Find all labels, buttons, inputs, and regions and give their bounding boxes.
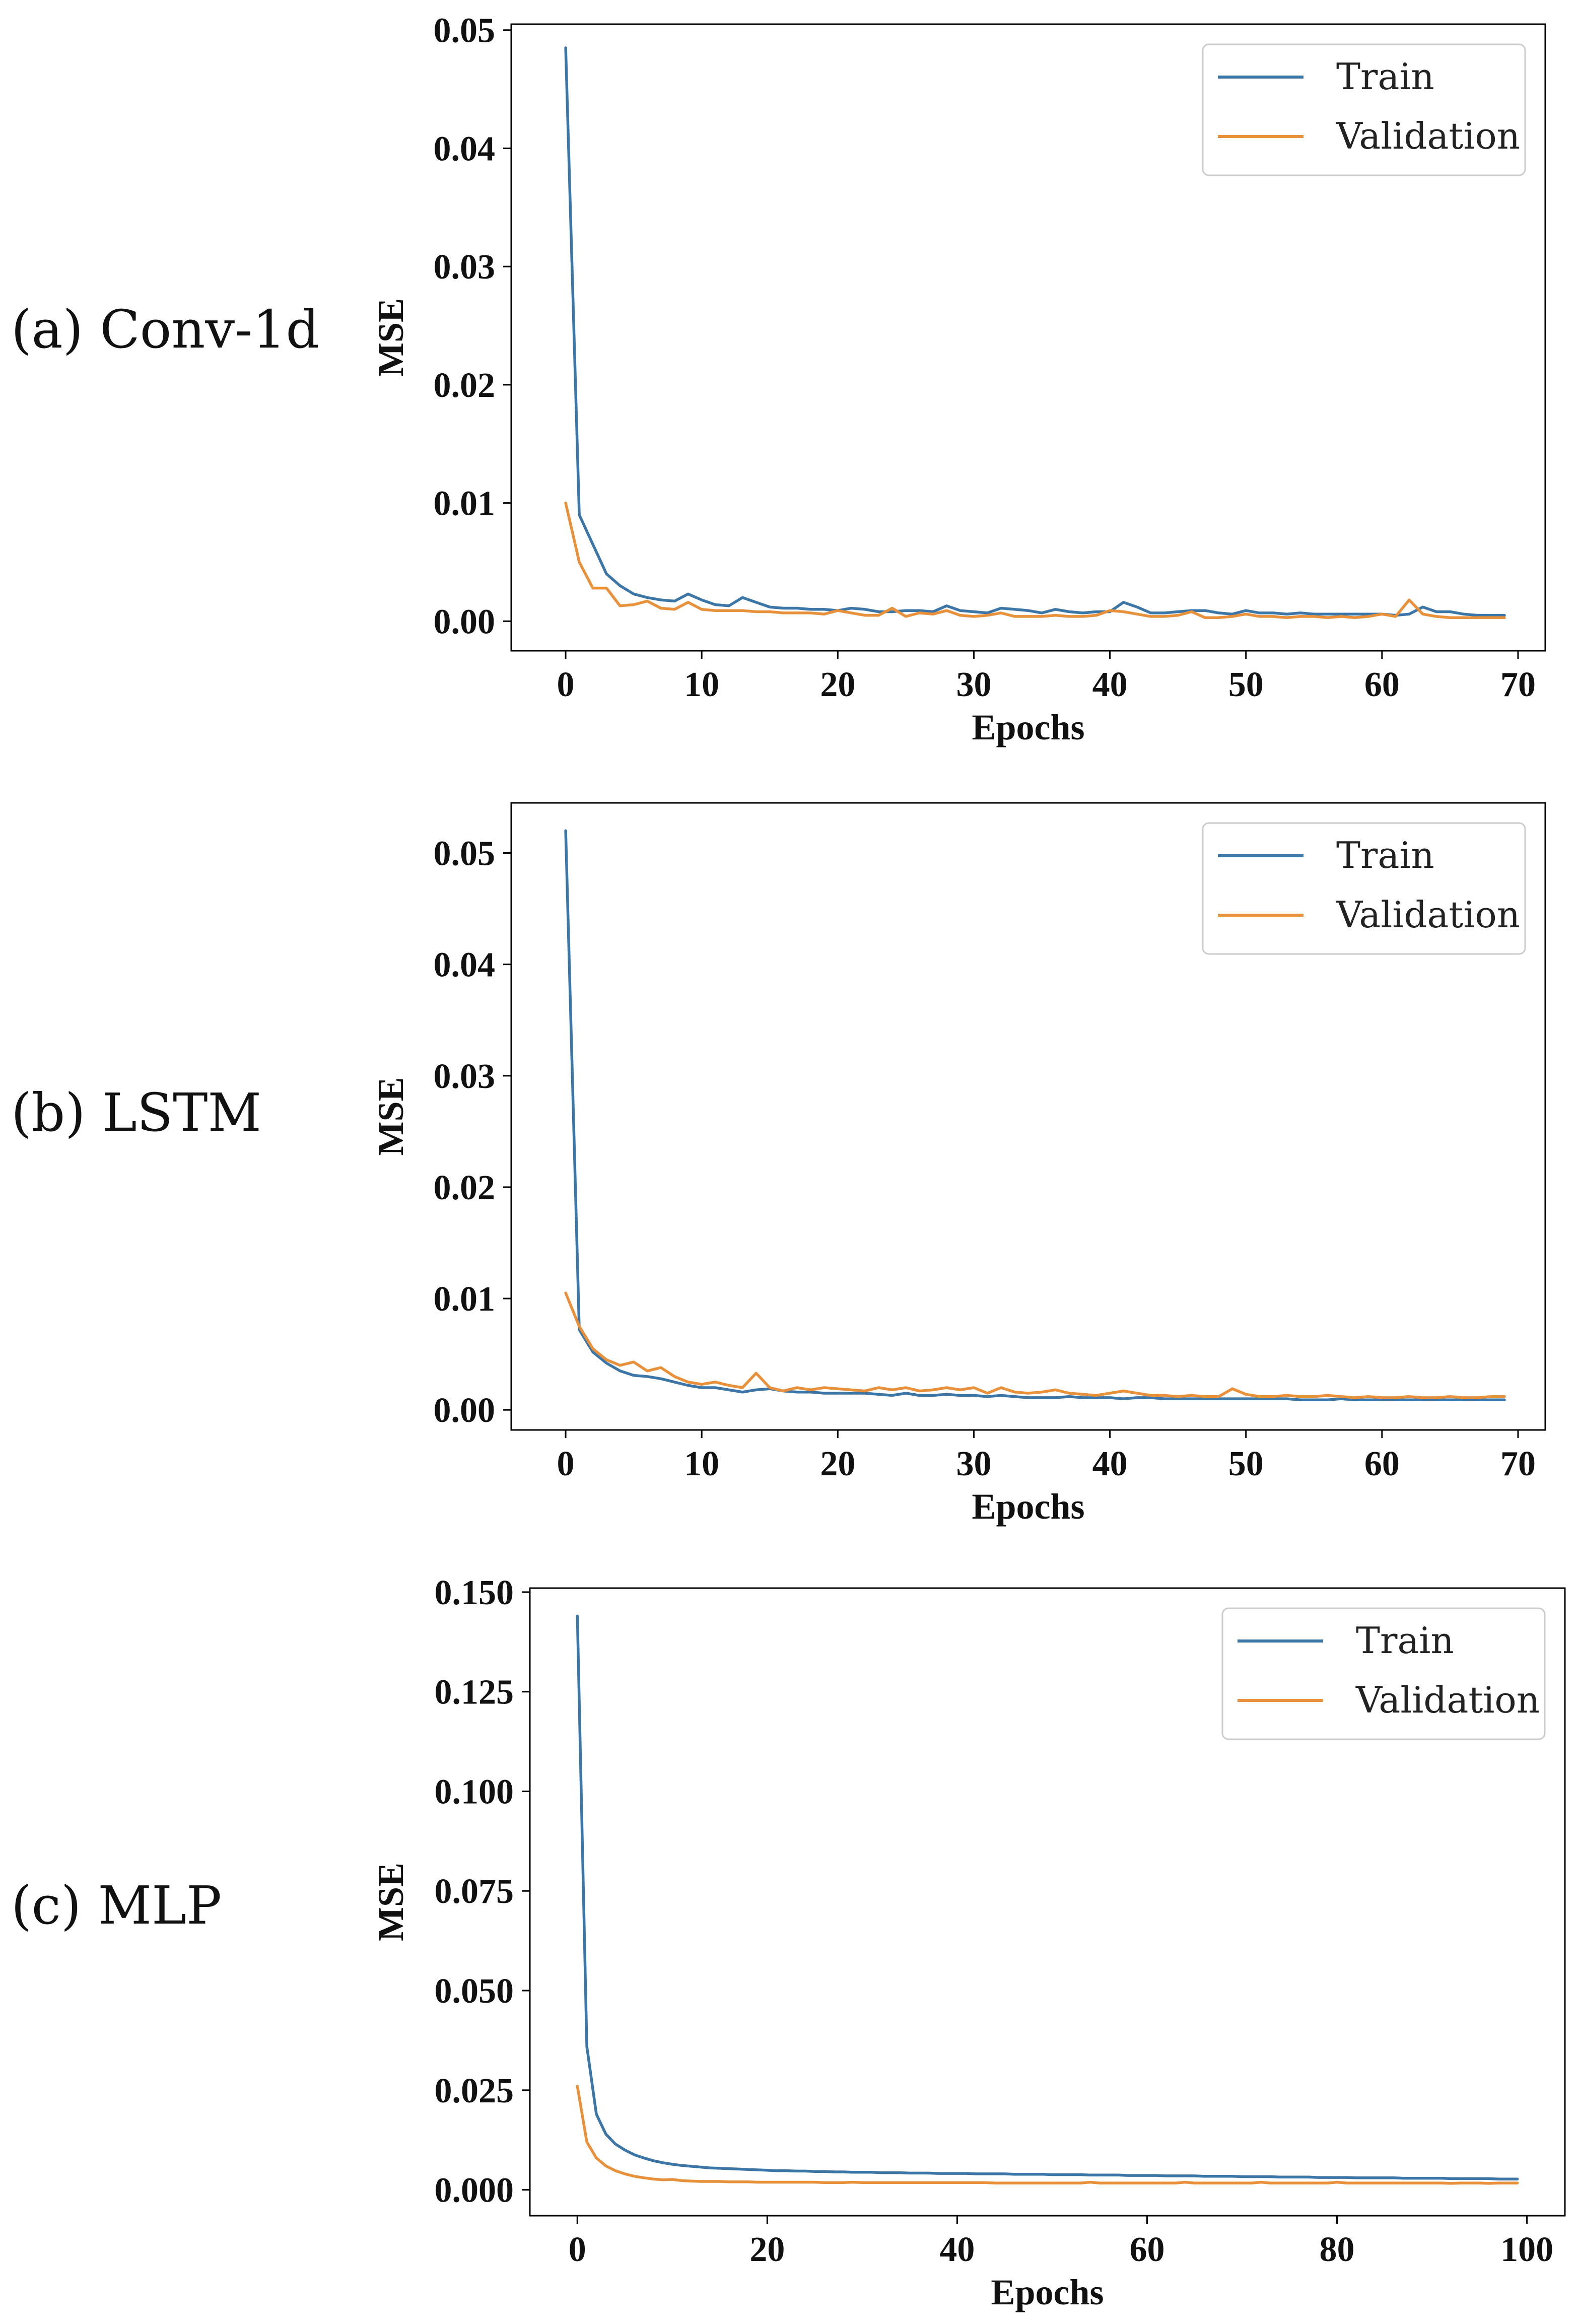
- x-tick-label: 20: [749, 2230, 785, 2269]
- legend-label-validation: Validation: [1355, 1679, 1540, 1721]
- legend-label-validation: Validation: [1336, 894, 1520, 936]
- x-tick-label: 70: [1500, 665, 1536, 704]
- y-tick-label: 0.050: [435, 1972, 514, 2011]
- x-tick-label: 60: [1364, 665, 1400, 704]
- y-axis-label: MSE: [371, 1863, 411, 1941]
- plot-frame: [510, 802, 1546, 1431]
- plot-frame: [529, 1587, 1566, 2217]
- series-line-validation: [564, 501, 1506, 620]
- x-tick-label: 80: [1320, 2230, 1355, 2269]
- x-axis-label: Epochs: [991, 2272, 1104, 2312]
- x-tick-label: 40: [939, 2230, 975, 2269]
- x-tick-label: 70: [1500, 1445, 1536, 1483]
- legend-label-train: Train: [1336, 834, 1434, 876]
- y-tick-label: 0.000: [435, 2171, 514, 2210]
- series-line-validation: [576, 2085, 1519, 2185]
- plot-frame: [510, 23, 1546, 652]
- x-tick-label: 20: [820, 665, 855, 704]
- x-axis-label: Epochs: [972, 707, 1084, 747]
- chart-panel-3: (c) MLP 0 20 40 60 80 100 0.000 0.025 0.050 0.075 0…: [11, 1574, 1566, 2312]
- x-axis-label: Epochs: [972, 1486, 1084, 1527]
- y-axis-label: MSE: [371, 298, 411, 377]
- y-tick-label: 0.100: [435, 1772, 514, 1811]
- y-tick-label: 0.03: [434, 248, 496, 287]
- y-tick-label: 0.05: [434, 12, 496, 50]
- x-tick-label: 100: [1500, 2230, 1553, 2269]
- x-tick-label: 10: [684, 665, 719, 704]
- series-line-validation: [564, 1291, 1506, 1399]
- y-axis-label: MSE: [371, 1077, 411, 1155]
- x-tick-label: 20: [820, 1445, 855, 1483]
- y-tick-label: 0.00: [434, 602, 496, 641]
- y-tick-label: 0.02: [434, 1169, 496, 1207]
- y-tick-label: 0.04: [434, 129, 496, 168]
- x-tick-label: 30: [956, 1445, 991, 1483]
- panel-label: (c) MLP: [11, 1875, 222, 1936]
- y-tick-label: 0.02: [434, 366, 496, 405]
- panel-label: (b) LSTM: [11, 1082, 261, 1143]
- x-tick-label: 40: [1092, 665, 1128, 704]
- x-tick-label: 0: [557, 665, 575, 704]
- x-tick-label: 0: [569, 2230, 586, 2269]
- y-tick-label: 0.04: [434, 946, 496, 985]
- legend-label-train: Train: [1336, 55, 1434, 98]
- y-tick-label: 0.025: [435, 2072, 514, 2110]
- chart-panel-2: (b) LSTM 0 10 20 30 40 50 60 70 0.00 0.01 0.02 0.03 0…: [11, 802, 1546, 1527]
- y-tick-label: 0.01: [434, 1280, 496, 1319]
- y-tick-label: 0.150: [435, 1574, 514, 1612]
- x-tick-label: 0: [557, 1445, 575, 1483]
- x-tick-label: 30: [956, 665, 991, 704]
- legend-label-train: Train: [1356, 1619, 1454, 1662]
- x-tick-label: 60: [1364, 1445, 1400, 1483]
- chart-panel-1: (a) Conv-1d 0 10 20 30 40 50 60 70 0.00 0.01 0.02 0.…: [11, 12, 1546, 747]
- y-tick-label: 0.05: [434, 835, 496, 873]
- x-tick-label: 60: [1129, 2230, 1164, 2269]
- y-tick-label: 0.00: [434, 1391, 496, 1430]
- y-tick-label: 0.03: [434, 1057, 496, 1096]
- x-tick-label: 10: [684, 1445, 719, 1483]
- legend-label-validation: Validation: [1336, 115, 1520, 157]
- x-tick-label: 50: [1228, 1445, 1264, 1483]
- series-line-train: [564, 46, 1506, 617]
- panel-label: (a) Conv-1d: [11, 299, 319, 360]
- y-tick-label: 0.125: [435, 1673, 514, 1712]
- x-tick-label: 50: [1228, 665, 1264, 704]
- series-line-train: [564, 829, 1506, 1402]
- series-line-train: [576, 1614, 1519, 2180]
- y-tick-label: 0.075: [435, 1872, 514, 1911]
- x-tick-label: 40: [1092, 1445, 1128, 1483]
- y-tick-label: 0.01: [434, 485, 496, 523]
